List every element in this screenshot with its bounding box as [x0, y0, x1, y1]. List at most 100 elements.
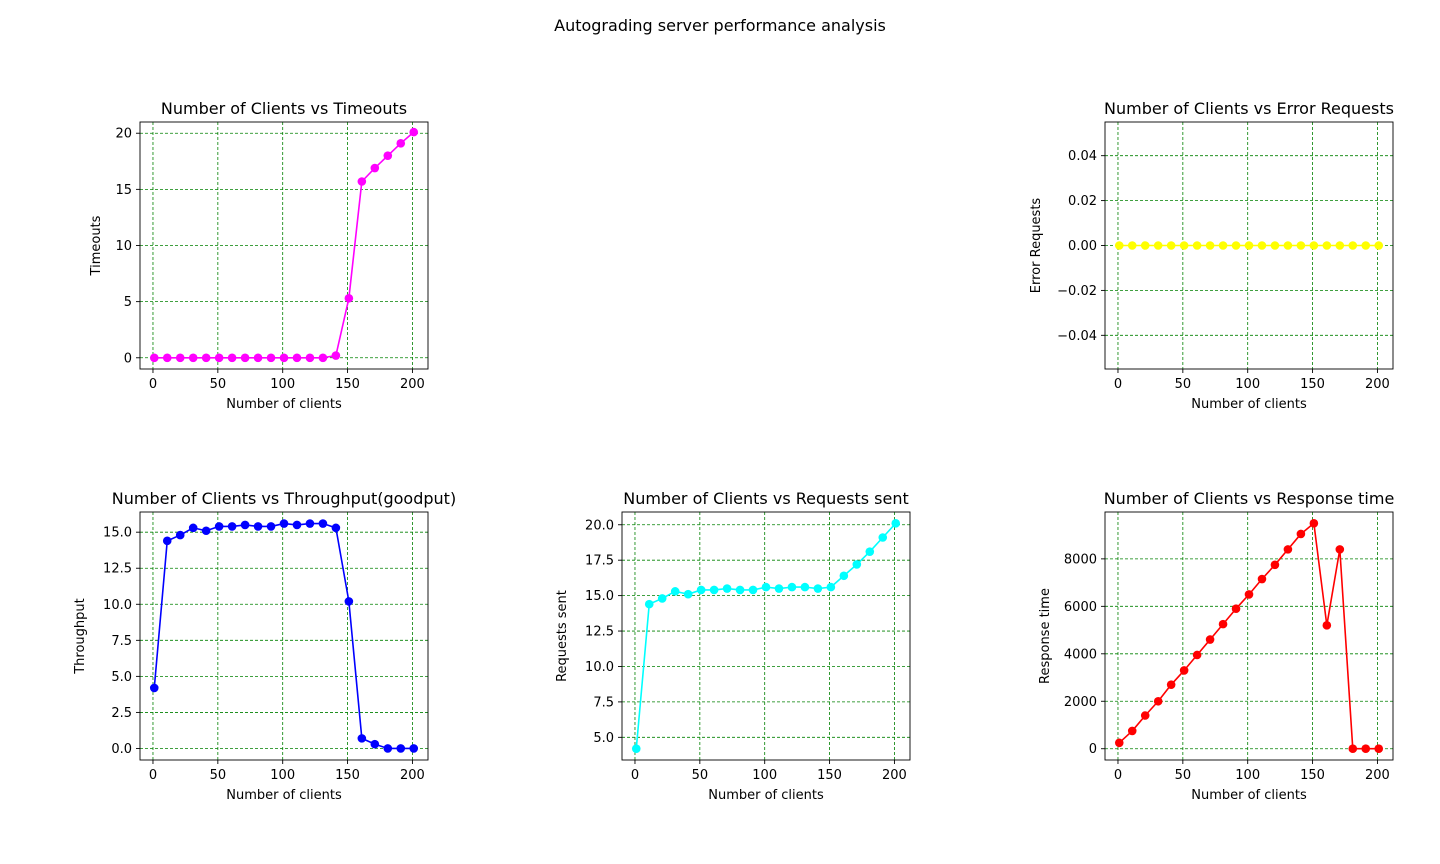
chart-3-point-18: [865, 547, 875, 556]
chart-4-point-17: [1335, 545, 1345, 554]
chart-0-ytick-label-1: 5: [124, 295, 132, 310]
chart-4-point-15: [1309, 518, 1319, 528]
chart-3-xlabel: Number of clients: [708, 788, 824, 803]
chart-3-xtick-label-4: 200: [882, 768, 907, 783]
chart-3-point-7: [722, 584, 732, 593]
chart-3-title: Number of Clients vs Requests sent: [623, 489, 909, 508]
chart-1-xtick-label-4: 200: [1365, 377, 1390, 392]
chart-2-ytick-label-0: 0.0: [111, 742, 132, 757]
chart-1-point-12: [1270, 241, 1280, 250]
chart-1-point-20: [1374, 241, 1384, 250]
chart-3-point-10: [761, 582, 771, 592]
chart-1-point-11: [1257, 241, 1267, 250]
chart-2-xtick-label-2: 100: [270, 768, 295, 783]
chart-0-ytick-label-3: 15: [115, 183, 132, 198]
chart-4-ylabel: Response time: [1038, 588, 1053, 684]
chart-2-frame: [139, 511, 429, 761]
chart-2-xtick-label-4: 200: [400, 768, 425, 783]
chart-4-xtick-label-0: 0: [1114, 768, 1122, 783]
chart-3-frame: [621, 511, 911, 761]
chart-3-xtick-label-2: 100: [752, 768, 777, 783]
chart-4-point-19: [1361, 744, 1371, 754]
chart-2-point-13: [318, 519, 328, 528]
chart-0-xtick-label-3: 150: [335, 377, 360, 392]
chart-1-point-18: [1348, 241, 1358, 250]
chart-0-point-13: [318, 353, 328, 363]
chart-0-point-18: [383, 151, 393, 160]
chart-2-point-12: [305, 519, 315, 528]
chart-3-point-9: [748, 585, 758, 595]
chart-3-ytick-label-6: 20.0: [585, 518, 614, 533]
chart-2-point-1: [162, 536, 172, 546]
chart-4-ytick-label-4: 8000: [1064, 552, 1097, 567]
chart-0: 0 50 100 150 200 0 5 10 15 20 Number of Clients vs…: [89, 99, 429, 412]
chart-1-point-3: [1153, 241, 1163, 250]
chart-2-ytick-label-6: 15.0: [103, 526, 132, 541]
chart-2-point-5: [214, 522, 224, 531]
chart-3-point-5: [696, 585, 706, 595]
chart-2-point-9: [266, 522, 276, 531]
chart-2-ytick-label-2: 5.0: [111, 670, 132, 685]
chart-4-point-6: [1192, 650, 1202, 660]
chart-1-ytick-label-1: −0.02: [1057, 284, 1097, 299]
chart-3-point-12: [787, 582, 797, 592]
chart-1-point-19: [1361, 241, 1371, 250]
chart-4-ytick-label-0: 0: [1089, 742, 1097, 757]
chart-0-point-14: [331, 351, 341, 360]
chart-2-xlabel: Number of clients: [226, 788, 342, 803]
chart-2-point-7: [240, 520, 250, 530]
chart-3-ytick-label-0: 5.0: [593, 731, 614, 746]
chart-4-point-16: [1322, 621, 1332, 630]
chart-0-point-19: [396, 139, 406, 148]
chart-2-point-18: [383, 744, 393, 753]
chart-4-point-2: [1140, 711, 1150, 720]
chart-3-point-19: [878, 533, 888, 542]
chart-3-point-17: [852, 560, 862, 569]
chart-1-point-16: [1322, 241, 1332, 250]
chart-1-point-1: [1127, 241, 1137, 250]
chart-3-xtick-label-0: 0: [631, 768, 639, 783]
chart-3-point-11: [774, 584, 784, 593]
chart-1-xlabel: Number of clients: [1191, 397, 1307, 412]
chart-0-point-3: [188, 353, 198, 363]
chart-4-point-12: [1270, 560, 1280, 570]
chart-2-point-6: [227, 522, 237, 531]
chart-0-point-10: [279, 353, 289, 363]
chart-4-xtick-label-1: 50: [1175, 768, 1192, 783]
chart-0-point-6: [227, 353, 237, 363]
chart-1-point-9: [1231, 241, 1241, 250]
chart-2-xtick-label-1: 50: [210, 768, 227, 783]
chart-2-point-17: [370, 739, 380, 749]
chart-1-title: Number of Clients vs Error Requests: [1104, 99, 1394, 118]
chart-0-point-7: [240, 353, 250, 363]
chart-4-title: Number of Clients vs Response time: [1104, 489, 1395, 508]
chart-0-point-0: [149, 353, 159, 363]
chart-3-point-15: [826, 582, 836, 592]
chart-1-point-13: [1283, 241, 1293, 250]
chart-1-point-8: [1218, 241, 1228, 250]
chart-4-point-5: [1179, 666, 1189, 675]
chart-4-point-1: [1127, 726, 1137, 736]
chart-2-point-2: [175, 530, 185, 540]
chart-1-point-10: [1244, 241, 1254, 250]
chart-3-xtick-label-3: 150: [817, 768, 842, 783]
chart-1-xtick-label-2: 100: [1235, 377, 1260, 392]
figure-title: Autograding server performance analysis: [554, 16, 886, 35]
chart-0-title: Number of Clients vs Timeouts: [161, 99, 407, 118]
chart-2-point-8: [253, 522, 263, 531]
chart-0-point-16: [357, 177, 367, 186]
chart-4-plot-area: [1105, 512, 1393, 760]
chart-4-point-13: [1283, 545, 1293, 554]
chart-4-xlabel: Number of clients: [1191, 788, 1307, 803]
chart-3-point-3: [670, 587, 680, 596]
chart-4-point-4: [1166, 680, 1176, 689]
chart-1-ytick-label-2: 0.00: [1068, 239, 1097, 254]
chart-4-point-8: [1218, 619, 1228, 629]
chart-4-point-0: [1114, 738, 1124, 748]
chart-4-point-10: [1244, 590, 1254, 599]
chart-2-plot-area: [140, 512, 428, 760]
chart-3-point-13: [800, 582, 810, 592]
chart-0-point-2: [175, 353, 185, 363]
